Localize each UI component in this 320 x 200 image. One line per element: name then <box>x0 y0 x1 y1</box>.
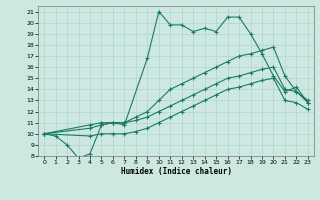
X-axis label: Humidex (Indice chaleur): Humidex (Indice chaleur) <box>121 167 231 176</box>
